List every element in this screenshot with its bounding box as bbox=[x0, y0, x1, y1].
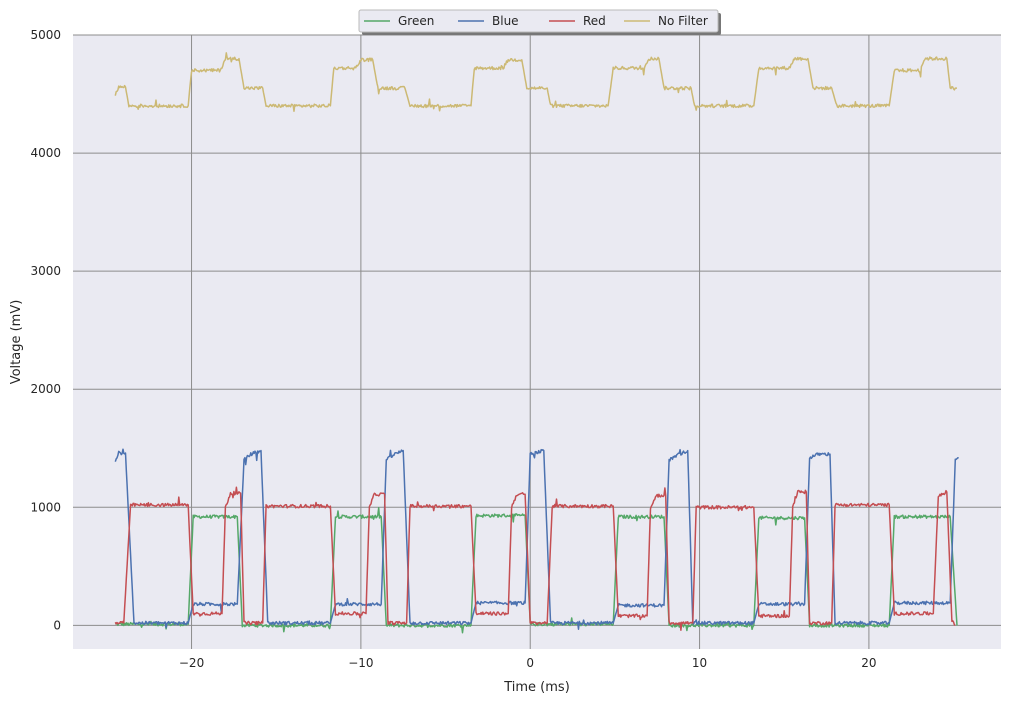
x-axis-ticks: −20 −10 0 10 20 bbox=[179, 656, 877, 670]
legend-label-blue: Blue bbox=[492, 14, 519, 28]
plot-background bbox=[73, 35, 1001, 649]
legend-label-red: Red bbox=[583, 14, 606, 28]
y-tick-label: 2000 bbox=[30, 382, 61, 396]
series-group bbox=[114, 52, 959, 634]
x-tick-label: −20 bbox=[179, 656, 204, 670]
x-axis-label: Time (ms) bbox=[503, 680, 570, 695]
series-line-green bbox=[115, 507, 958, 634]
y-axis-ticks: 0 1000 2000 3000 4000 5000 bbox=[30, 28, 61, 632]
legend-label-green: Green bbox=[398, 14, 434, 28]
y-tick-label: 4000 bbox=[30, 146, 61, 160]
legend-box bbox=[358, 9, 719, 33]
x-tick-label: 0 bbox=[526, 656, 534, 670]
y-tick-label: 5000 bbox=[30, 28, 61, 42]
series-line-red bbox=[114, 486, 956, 631]
legend: Green Blue Red No Filter bbox=[358, 9, 721, 35]
y-tick-label: 1000 bbox=[30, 500, 61, 514]
y-axis-label: Voltage (mV) bbox=[9, 300, 24, 385]
x-tick-label: 10 bbox=[692, 656, 707, 670]
x-tick-label: 20 bbox=[861, 656, 876, 670]
x-tick-label: −10 bbox=[348, 656, 373, 670]
y-tick-label: 0 bbox=[53, 618, 61, 632]
legend-label-no-filter: No Filter bbox=[658, 14, 708, 28]
series-line-no-filter bbox=[114, 52, 957, 112]
series-line-blue bbox=[114, 448, 959, 630]
y-tick-label: 3000 bbox=[30, 264, 61, 278]
